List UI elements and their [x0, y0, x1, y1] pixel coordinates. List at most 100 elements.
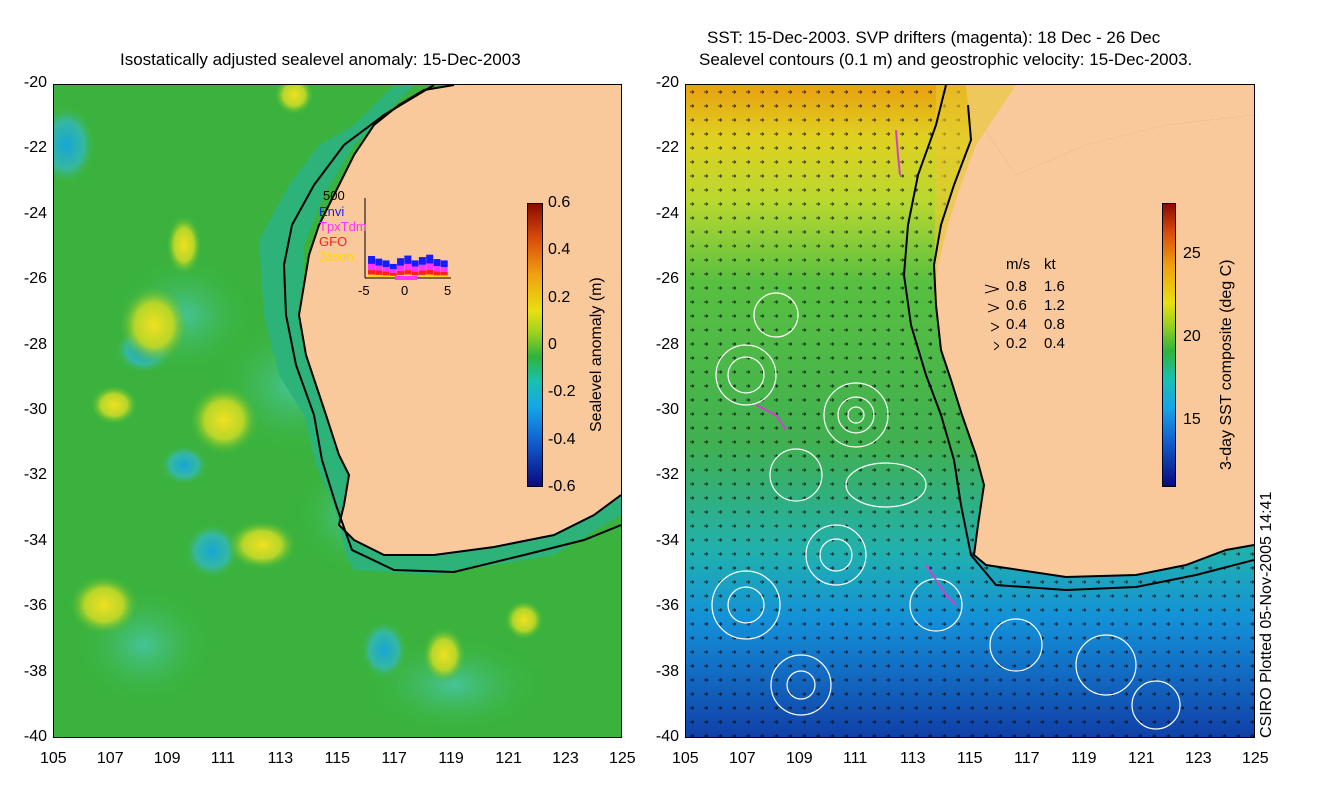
svp-drifter-track	[895, 129, 901, 176]
colorbar-tick: 25	[1183, 245, 1201, 262]
inset-bar-segment	[382, 271, 390, 276]
x-tick-label: 117	[1014, 750, 1040, 767]
inset-bar-segment	[397, 258, 405, 266]
inset-bar-segment	[426, 269, 434, 275]
x-tick-label: 117	[381, 750, 407, 767]
x-tick-label: 111	[210, 750, 236, 767]
inset-bar-segment	[440, 260, 448, 267]
velocity-legend-ms: 0.8	[1006, 278, 1027, 295]
y-tick-label: -36	[655, 597, 679, 615]
inset-bar-segment	[368, 263, 375, 271]
colorbar-tick: 0.6	[548, 194, 571, 211]
y-tick-label: -26	[655, 270, 679, 288]
y-tick-label: -26	[23, 270, 47, 288]
colorbar-tick: 0	[548, 336, 557, 353]
inset-bar-segment	[404, 263, 412, 271]
inset-bar-segment	[382, 260, 390, 267]
y-tick-label: -24	[23, 204, 47, 222]
colorbar-tick: 0.2	[548, 288, 571, 306]
left-colorbar-label: Sealevel anomaly (m)	[588, 277, 605, 432]
inset-bar-segment	[426, 254, 434, 264]
inset-bar-segment	[404, 270, 412, 275]
inset-legend-item: Envi	[319, 204, 345, 219]
inset-x-tick: -5	[358, 283, 370, 298]
inset-bar-segment	[397, 265, 405, 271]
velocity-legend-kt: 1.2	[1044, 297, 1065, 314]
inset-ymax: 500	[323, 188, 345, 203]
velocity-legend: m/s kt 0.8 1.6 0.6 1.2 0.4 0.8 0.2 0.4	[984, 256, 1085, 352]
svp-drifter-track	[925, 564, 957, 606]
y-tick-label: -40	[655, 728, 679, 745]
y-tick-label: -32	[23, 466, 47, 484]
inset-bar-segment	[389, 263, 397, 270]
velocity-legend-kt: 1.6	[1044, 278, 1065, 295]
inset-bar-segment	[411, 260, 419, 267]
velocity-legend-header-kt: kt	[1044, 256, 1056, 273]
inset-bar-segment	[418, 270, 426, 275]
x-tick-label: 121	[1128, 750, 1155, 767]
colorbar-tick: 20	[1183, 328, 1201, 345]
x-tick-label: 115	[957, 750, 983, 767]
inset-bar-segment	[389, 272, 397, 276]
x-tick-label: 109	[786, 750, 813, 767]
y-tick-label: -20	[655, 74, 679, 91]
low-anomaly-blob	[54, 105, 96, 185]
colorbar-tick: 0.4	[548, 241, 571, 259]
svp-drifter-track	[755, 404, 787, 431]
inset-bar-segment	[440, 271, 448, 276]
y-tick-label: -24	[655, 204, 679, 222]
colorbar-tick: -0.2	[548, 383, 576, 401]
plot-credit: CSIRO Plotted 05-Nov-2005 14:41	[1258, 491, 1275, 738]
high-anomaly-blob	[69, 575, 139, 635]
inset-bar-segment	[433, 271, 441, 276]
y-tick-label: -38	[23, 662, 47, 680]
inset-bar-segment	[433, 275, 441, 278]
isobath-200m	[282, 85, 621, 574]
x-tick-label: 111	[843, 750, 868, 767]
inset-bar-segment	[389, 269, 397, 273]
inset-x-tick: 0	[401, 283, 409, 298]
x-tick-label: 107	[729, 750, 756, 767]
y-tick-label: -34	[23, 531, 47, 549]
x-tick-label: 107	[96, 750, 124, 767]
inset-bar-segment	[375, 274, 383, 278]
x-tick-label: 109	[153, 750, 181, 767]
y-tick-label: -32	[655, 466, 679, 484]
velocity-scale-arrow	[993, 338, 1000, 351]
inset-bar-segment	[375, 258, 383, 266]
inset-bar-segment	[426, 274, 434, 278]
right-colorbar-label: 3-day SST composite (deg C)	[1218, 259, 1235, 470]
inset-legend-item: Jason	[319, 249, 354, 264]
velocity-legend-kt: 0.8	[1044, 316, 1065, 333]
x-tick-label: 123	[552, 750, 579, 767]
inset-bar-segment	[368, 274, 375, 278]
inset-bar-segment	[375, 265, 383, 271]
inset-bar-segment	[368, 256, 375, 264]
x-tick-label: 123	[1185, 750, 1212, 767]
x-tick-label: 125	[609, 750, 636, 767]
x-tick-label: 105	[672, 750, 699, 767]
inset-bar-segment	[418, 257, 426, 265]
left-colorbar	[527, 203, 543, 487]
x-tick-label: 115	[324, 750, 351, 767]
inset-bar-segment	[440, 275, 448, 278]
inset-bar-segment	[418, 264, 426, 271]
right-panel-title-line2: Sealevel contours (0.1 m) and geostrophi…	[699, 50, 1193, 69]
y-tick-label: -20	[23, 74, 47, 91]
inset-bar-segment	[375, 270, 383, 275]
velocity-legend-header-ms: m/s	[1006, 256, 1031, 273]
y-tick-label: -22	[655, 139, 679, 157]
x-tick-label: 125	[1242, 750, 1269, 767]
colorbar-tick: 15	[1183, 411, 1201, 428]
inset-bar-segment	[433, 266, 441, 272]
inset-legend-item: GFO	[319, 234, 348, 249]
altimeter-inset: 500 Envi TpxTdm GFO Jason -5 0 5	[305, 186, 455, 306]
isobath-200m	[902, 85, 1254, 592]
inset-bar-segment	[382, 267, 390, 272]
velocity-legend-ms: 0.6	[1006, 297, 1027, 314]
velocity-legend-ms: 0.2	[1006, 335, 1027, 352]
coastline	[932, 104, 1254, 579]
y-tick-label: -30	[23, 401, 47, 418]
velocity-scale-arrow	[984, 281, 1001, 294]
velocity-legend-kt: 0.4	[1044, 335, 1065, 352]
